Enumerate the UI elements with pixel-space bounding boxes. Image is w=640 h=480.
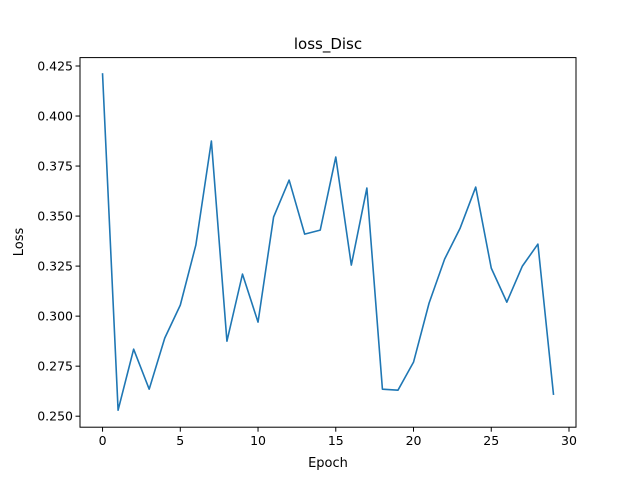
y-tick-label: 0.275 bbox=[37, 359, 73, 374]
x-tick-label: 0 bbox=[99, 433, 107, 448]
series-line bbox=[101, 73, 555, 411]
x-tick-label: 5 bbox=[176, 433, 184, 448]
axis-ticks: 0 5 10 15 20 25 30 0.250 0.275 0.300 0.325 0.350 0.3… bbox=[37, 59, 577, 449]
y-tick-label: 0.425 bbox=[37, 59, 73, 74]
x-tick-label: 10 bbox=[250, 433, 266, 448]
y-tick-label: 0.350 bbox=[37, 209, 73, 224]
y-axis-label: Loss bbox=[12, 228, 27, 257]
plot-frame bbox=[79, 57, 577, 428]
y-tick-label: 0.325 bbox=[37, 259, 73, 274]
x-tick-label: 30 bbox=[561, 433, 577, 448]
y-tick-label: 0.250 bbox=[37, 409, 73, 424]
y-tick-label: 0.375 bbox=[37, 159, 73, 174]
x-tick-label: 25 bbox=[483, 433, 499, 448]
y-tick-label: 0.300 bbox=[37, 309, 73, 324]
x-axis-label: Epoch bbox=[308, 456, 348, 471]
chart-title: loss_Disc bbox=[294, 35, 362, 54]
x-tick-label: 20 bbox=[406, 433, 422, 448]
y-tick-label: 0.400 bbox=[37, 109, 73, 124]
x-tick-label: 15 bbox=[328, 433, 344, 448]
plot-layer bbox=[101, 73, 555, 411]
plot-area bbox=[80, 57, 576, 428]
